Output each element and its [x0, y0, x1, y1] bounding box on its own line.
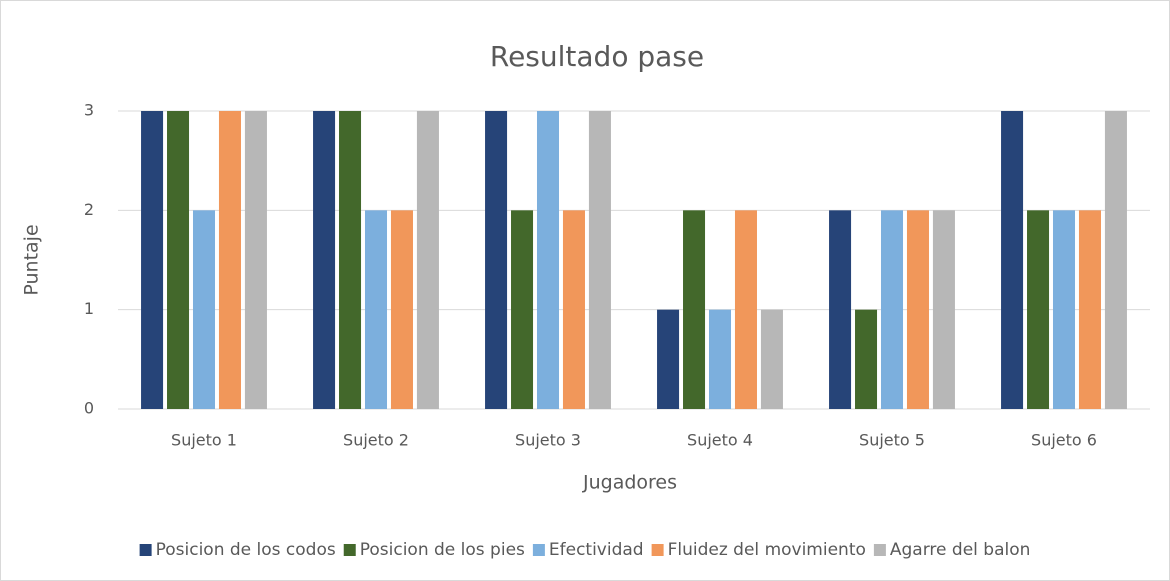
- bar: [880, 210, 904, 409]
- legend-swatch: [343, 544, 356, 556]
- x-axis-label: Jugadores: [582, 472, 677, 494]
- bar: [760, 309, 783, 409]
- legend-swatch: [532, 544, 545, 556]
- bar: [167, 111, 190, 409]
- bar: [485, 111, 508, 409]
- x-tick-label: Sujeto 3: [515, 431, 581, 450]
- legend-swatch: [873, 544, 886, 556]
- bar: [708, 309, 732, 409]
- x-tick-label: Sujeto 6: [1031, 431, 1097, 450]
- legend-swatch: [139, 544, 152, 556]
- bar: [1104, 111, 1127, 409]
- bar: [141, 111, 164, 409]
- y-tick-label: 2: [84, 200, 94, 219]
- bar: [390, 210, 413, 409]
- bar: [683, 210, 706, 409]
- y-tick-label: 3: [84, 101, 94, 120]
- bar: [364, 210, 388, 409]
- bar: [657, 309, 680, 409]
- bar: [588, 111, 611, 409]
- bar: [192, 210, 216, 409]
- bar: [855, 309, 878, 409]
- x-tick-label: Sujeto 2: [343, 431, 409, 450]
- bar: [1078, 210, 1101, 409]
- bar: [218, 111, 241, 409]
- x-tick-label: Sujeto 5: [859, 431, 925, 450]
- legend-label: Efectividad: [549, 540, 644, 560]
- bar: [1001, 111, 1024, 409]
- bar: [734, 210, 757, 409]
- bar: [313, 111, 336, 409]
- x-tick-label: Sujeto 4: [687, 431, 753, 450]
- legend-swatch: [651, 544, 664, 556]
- legend-label: Agarre del balon: [890, 540, 1031, 560]
- y-tick-label: 1: [84, 299, 94, 318]
- y-axis-label: Puntaje: [21, 224, 43, 295]
- bar: [244, 111, 267, 409]
- bar: [906, 210, 929, 409]
- bar: [416, 111, 439, 409]
- legend-label: Posicion de los pies: [360, 540, 525, 560]
- legend-label: Fluidez del movimiento: [668, 540, 866, 560]
- bar: [511, 210, 534, 409]
- chart-title: Resultado pase: [490, 40, 704, 73]
- bar: [536, 111, 560, 409]
- bar: [829, 210, 852, 409]
- bar: [1052, 210, 1076, 409]
- bar: [339, 111, 362, 409]
- legend-label: Posicion de los codos: [156, 540, 336, 560]
- bar: [562, 210, 585, 409]
- x-tick-label: Sujeto 1: [171, 431, 237, 450]
- bar: [1027, 210, 1050, 409]
- y-tick-label: 0: [84, 399, 94, 418]
- bar: [932, 210, 955, 409]
